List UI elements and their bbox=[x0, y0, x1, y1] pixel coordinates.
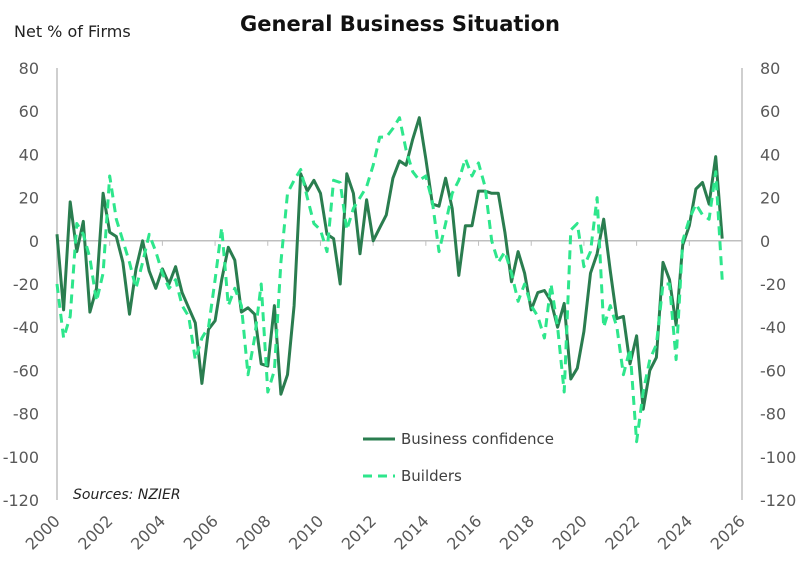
x-tick-label: 2008 bbox=[232, 511, 274, 553]
series-line-business-confidence bbox=[55, 116, 724, 411]
y-tick-label-right: 60 bbox=[760, 102, 780, 121]
y-tick-label-right: -20 bbox=[760, 275, 786, 294]
chart-title: General Business Situation bbox=[240, 12, 560, 36]
y-tick-label-left: -100 bbox=[3, 448, 39, 467]
x-tick-label: 2012 bbox=[338, 511, 380, 553]
y-tick-label-right: -60 bbox=[760, 361, 786, 380]
y-tick-label-left: 60 bbox=[19, 102, 39, 121]
y-tick-label-right: -40 bbox=[760, 318, 786, 337]
y-axis-label: Net % of Firms bbox=[14, 22, 131, 41]
x-tick-label: 2020 bbox=[549, 511, 591, 553]
x-tick-label: 2004 bbox=[127, 511, 169, 553]
y-tick-label-left: -120 bbox=[3, 491, 39, 510]
x-tick-label: 2022 bbox=[601, 511, 643, 553]
y-tick-label-left: -40 bbox=[13, 318, 39, 337]
legend-label: Builders bbox=[401, 467, 462, 485]
x-tick-label: 2014 bbox=[390, 511, 432, 553]
x-tick-label: 2018 bbox=[496, 511, 538, 553]
x-tick-label: 2024 bbox=[654, 511, 696, 553]
y-tick-label-right: -120 bbox=[760, 491, 796, 510]
y-tick-label-left: -60 bbox=[13, 361, 39, 380]
y-tick-label-right: 80 bbox=[760, 59, 780, 78]
y-tick-label-left: 40 bbox=[19, 145, 39, 164]
x-tick-label: 2010 bbox=[285, 511, 327, 553]
source-note: Sources: NZIER bbox=[73, 487, 181, 503]
y-tick-label-left: 80 bbox=[19, 59, 39, 78]
y-tick-label-left: -20 bbox=[13, 275, 39, 294]
x-tick-label: 2016 bbox=[443, 511, 485, 553]
y-tick-label-left: 0 bbox=[29, 232, 39, 251]
y-tick-label-right: 0 bbox=[760, 232, 770, 251]
y-tick-label-right: 20 bbox=[760, 189, 780, 208]
x-tick-label: 2000 bbox=[22, 511, 64, 553]
y-tick-label-left: 20 bbox=[19, 189, 39, 208]
y-tick-label-right: -100 bbox=[760, 448, 796, 467]
x-tick-label: 2002 bbox=[74, 511, 116, 553]
series-line-builders bbox=[55, 116, 724, 444]
y-tick-label-right: -80 bbox=[760, 405, 786, 424]
y-tick-label-left: -80 bbox=[13, 405, 39, 424]
legend-label: Business confidence bbox=[401, 430, 554, 448]
y-tick-label-right: 40 bbox=[760, 145, 780, 164]
x-tick-label: 2026 bbox=[707, 511, 749, 553]
x-tick-label: 2006 bbox=[180, 511, 222, 553]
